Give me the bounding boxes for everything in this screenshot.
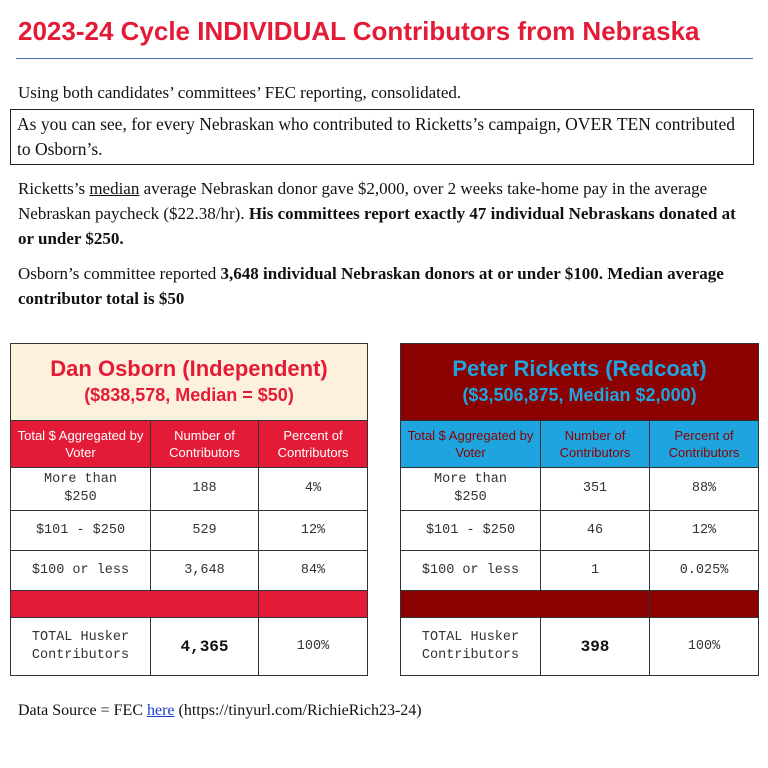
- candidate-summary: ($3,506,875, Median $2,000): [462, 385, 697, 405]
- count-cell: 1: [540, 550, 650, 591]
- column-header: Number of Contributors: [150, 420, 259, 468]
- pct-cell: 12%: [257, 510, 369, 551]
- candidate-summary: ($838,578, Median = $50): [84, 385, 294, 405]
- separator-band: [10, 590, 259, 618]
- pct-cell: 4%: [257, 467, 369, 511]
- text: Osborn’s committee reported: [18, 264, 221, 283]
- source-suffix: (https://tinyurl.com/RichieRich23-24): [174, 702, 422, 719]
- range-cell: More than $250: [10, 467, 151, 511]
- pct-cell: 88%: [648, 467, 760, 511]
- page-title: 2023-24 Cycle INDIVIDUAL Contributors fr…: [18, 16, 700, 46]
- pct-cell: 0.025%: [648, 550, 760, 591]
- title-divider: [16, 58, 753, 59]
- count-cell: 3,648: [150, 550, 259, 591]
- data-source: Data Source = FEC here (https://tinyurl.…: [18, 702, 422, 720]
- text: Ricketts’s: [18, 179, 90, 198]
- range-cell: $101 - $250: [400, 510, 541, 551]
- total-count: 398: [540, 617, 650, 676]
- range-cell: $100 or less: [10, 550, 151, 591]
- osborn-header: Dan Osborn (Independent) ($838,578, Media…: [9, 343, 369, 421]
- total-pct: 100%: [648, 617, 760, 676]
- ricketts-table: Peter Ricketts (Redcoat) ($3,506,875, Med…: [399, 343, 760, 676]
- total-count: 4,365: [150, 617, 259, 676]
- osborn-paragraph: Osborn’s committee reported 3,648 indivi…: [18, 261, 738, 311]
- count-cell: 529: [150, 510, 259, 551]
- column-header: Number of Contributors: [540, 420, 650, 468]
- callout-box: As you can see, for every Nebraskan who …: [10, 109, 754, 165]
- source-prefix: Data Source = FEC: [18, 702, 147, 719]
- separator-band: [257, 590, 369, 618]
- column-header: Total $ Aggregated by Voter: [10, 420, 151, 468]
- ricketts-header: Peter Ricketts (Redcoat) ($3,506,875, Med…: [399, 343, 760, 421]
- range-cell: More than $250: [400, 467, 541, 511]
- osborn-table: Dan Osborn (Independent) ($838,578, Media…: [9, 343, 369, 676]
- source-link[interactable]: here: [147, 702, 175, 719]
- column-header: Total $ Aggregated by Voter: [400, 420, 541, 468]
- pct-cell: 84%: [257, 550, 369, 591]
- bold-text: His committees report exactly 47 individ…: [18, 204, 736, 248]
- text: average Nebraskan donor gave $2,000, ove…: [18, 179, 708, 223]
- pct-cell: 12%: [648, 510, 760, 551]
- count-cell: 351: [540, 467, 650, 511]
- ricketts-paragraph: Ricketts’s median average Nebraskan dono…: [18, 176, 738, 251]
- candidate-name: Dan Osborn (Independent): [50, 356, 328, 381]
- count-cell: 188: [150, 467, 259, 511]
- total-pct: 100%: [257, 617, 369, 676]
- separator-band: [400, 590, 650, 618]
- column-header: Percent of Contributors: [648, 420, 760, 468]
- range-cell: $100 or less: [400, 550, 541, 591]
- candidate-name: Peter Ricketts (Redcoat): [452, 356, 707, 381]
- intro-text: Using both candidates’ committees’ FEC r…: [18, 83, 462, 102]
- bold-text: 3,648 individual Nebraskan donors at or …: [18, 264, 724, 308]
- total-label: TOTAL Husker Contributors: [400, 617, 541, 676]
- total-label: TOTAL Husker Contributors: [10, 617, 151, 676]
- separator-band: [648, 590, 760, 618]
- median-underlined: median: [89, 179, 140, 198]
- range-cell: $101 - $250: [10, 510, 151, 551]
- column-header: Percent of Contributors: [257, 420, 369, 468]
- count-cell: 46: [540, 510, 650, 551]
